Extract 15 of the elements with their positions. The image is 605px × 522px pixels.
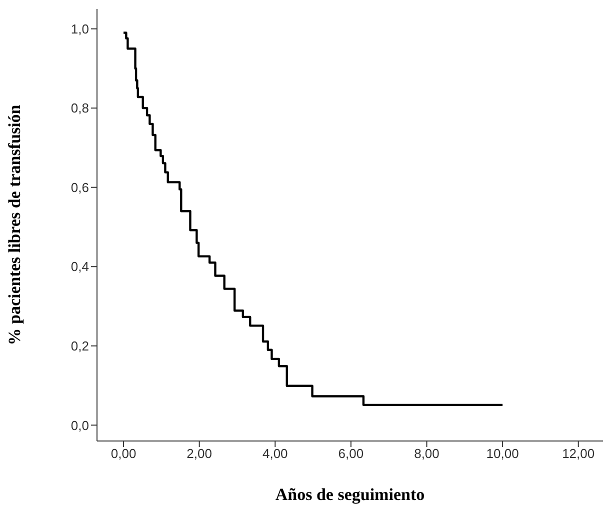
x-axis-title: Años de seguimiento	[275, 485, 425, 504]
x-tick-label: 12,00	[562, 446, 595, 462]
x-tick-label: 4,00	[262, 446, 288, 462]
x-tick-label: 0,00	[110, 446, 136, 462]
x-tick-label: 10,00	[486, 446, 519, 462]
y-axis-title: % pacientes libres de transfusión	[5, 104, 24, 346]
y-tick-label: 0,0	[70, 418, 89, 433]
x-tick-label: 2,00	[186, 446, 212, 462]
y-tick-label: 1,0	[70, 21, 89, 36]
y-tick-label: 0,6	[70, 180, 89, 195]
y-tick-label: 0,8	[70, 100, 89, 116]
x-tick-label: 6,00	[338, 446, 364, 462]
x-tick-label: 8,00	[414, 446, 440, 462]
y-tick-label: 0,4	[70, 259, 89, 274]
y-tick-label: 0,2	[70, 338, 89, 354]
